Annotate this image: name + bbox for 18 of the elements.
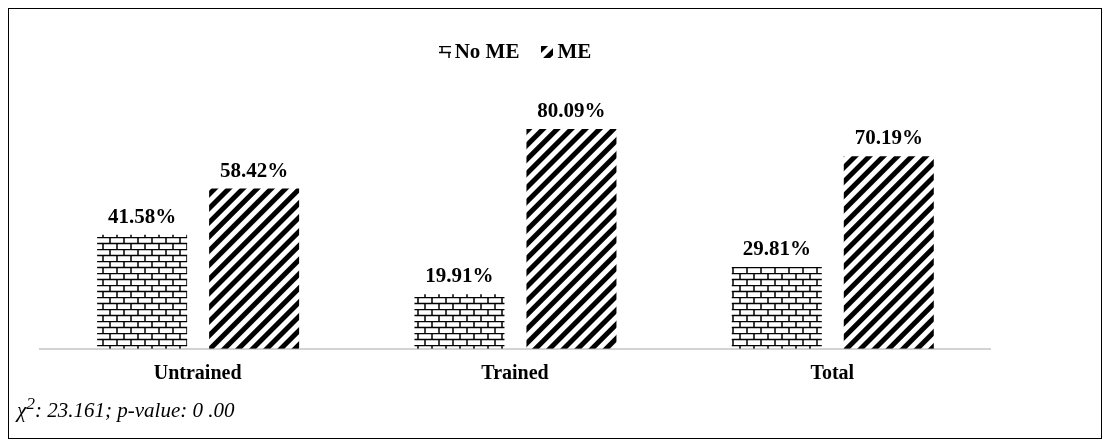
bar xyxy=(843,156,934,349)
bar xyxy=(97,234,188,349)
data-label: 80.09% xyxy=(537,98,606,122)
x-tick-label: Untrained xyxy=(153,361,242,384)
bar xyxy=(209,188,300,349)
data-label: 29.81% xyxy=(742,236,811,261)
x-tick-label: Total xyxy=(810,361,855,384)
bar xyxy=(526,129,617,349)
bar xyxy=(731,267,822,349)
data-label: 19.91% xyxy=(425,263,494,288)
x-tick-label: Trained xyxy=(481,361,549,384)
data-label: 41.58% xyxy=(107,203,177,228)
bar xyxy=(414,294,505,349)
text: χ$^{2}$: 23.161; p-value: 0 .00 xyxy=(17,393,235,422)
legend-label: No ME xyxy=(453,39,520,64)
data-label: 58.42% xyxy=(219,157,289,182)
data-label: 70.19% xyxy=(854,125,923,150)
legend-label: ME xyxy=(556,39,592,64)
